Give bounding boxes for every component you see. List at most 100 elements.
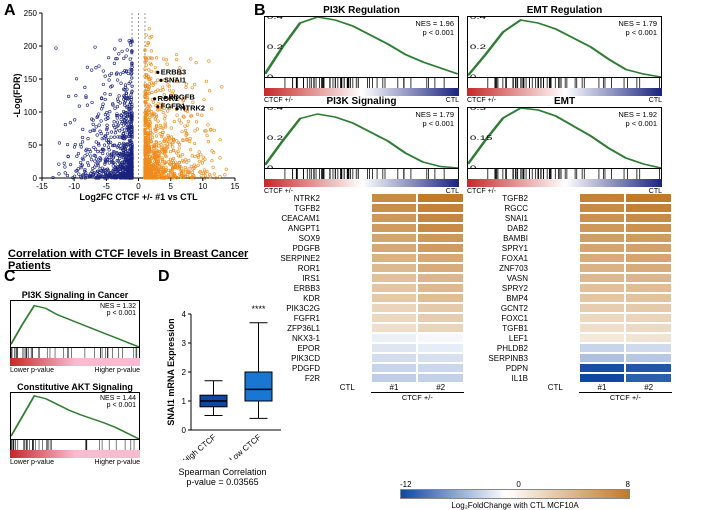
svg-text:0.15: 0.15 [470,135,493,142]
svg-text:0.3: 0.3 [470,108,486,111]
heatmap-cell [532,273,579,283]
heatmap-row: FGFR1 [264,313,464,323]
heatmap-cell [324,253,371,263]
heatmap-cell [625,253,672,263]
heatmap-cell [579,313,626,323]
heatmap-row: NKX3-1 [264,333,464,343]
heatmap-row: SPRY2 [472,283,672,293]
svg-text:Low CTCF: Low CTCF [228,433,263,460]
svg-text:0: 0 [470,165,476,168]
heatmap-cell [324,313,371,323]
svg-text:NTRK2: NTRK2 [180,104,205,113]
svg-text:3: 3 [182,339,187,348]
heatmap-row: BMP4 [472,293,672,303]
heatmap-cell [532,373,579,383]
svg-text:0: 0 [136,182,141,191]
gsea-stats: NES = 1.92p < 0.001 [618,110,657,128]
svg-text:10: 10 [198,182,207,191]
heatmap-grid: NTRK2TGFB2CEACAM1ANGPT1SOX9PDGFBSERPINE2… [260,189,700,402]
gene-label: LEF1 [472,334,532,343]
gene-label: ZNF703 [472,264,532,273]
svg-text:0.2: 0.2 [267,135,283,142]
heatmap-cell [417,323,464,333]
heatmap-row: TGFB1 [472,323,672,333]
heatmap-cell [532,213,579,223]
colorbar-gradient [400,489,630,499]
heatmap: NTRK2TGFB2CEACAM1ANGPT1SOX9PDGFBSERPINE2… [264,193,464,402]
heatmap-cell [371,233,418,243]
heatmap-row: SERPINB3 [472,353,672,363]
svg-text:-5: -5 [103,182,111,191]
gene-label: RGCC [472,204,532,213]
svg-text:250: 250 [24,9,38,18]
svg-text:200: 200 [24,42,38,51]
heatmap-cell [371,353,418,363]
heatmap-cell [625,223,672,233]
heatmap-cell [625,303,672,313]
heatmap-cell [417,263,464,273]
gene-label: IRS1 [264,274,324,283]
heatmap-cell [371,333,418,343]
gsea-stats: NES = 1.79p < 0.001 [618,19,657,37]
heatmap-cell [324,203,371,213]
gene-label: GCNT2 [472,304,532,313]
heatmap-cell [417,333,464,343]
gsea-plot: PI3K Regulation00.20.4NES = 1.96p < 0.00… [264,5,459,90]
colorbar-label: Log₂FoldChange with CTL MCF10A [400,501,630,510]
heatmap-cell [579,243,626,253]
heatmap-row: FOXA1 [472,253,672,263]
gene-label: BMP4 [472,294,532,303]
svg-text:SNAI1: SNAI1 [164,75,186,84]
heatmap-cell [417,343,464,353]
svg-text:0.2: 0.2 [267,44,283,51]
heatmap-row: LEF1 [472,333,672,343]
heatmap-row: SOX9 [264,233,464,243]
heatmap-row: IRS1 [264,273,464,283]
gsea-title: PI3K Signaling [264,96,459,107]
svg-text:0: 0 [182,426,187,435]
heatmap-cell [324,353,371,363]
panel-d: 01234High CTCFLow CTCF****SNAI1 mRNA Exp… [165,300,280,487]
heatmap-cell [417,253,464,263]
heatmap-cell [625,323,672,333]
gene-label: SPRY2 [472,284,532,293]
heatmap-cell [579,353,626,363]
heatmap-cell [371,283,418,293]
heatmap-cell [324,333,371,343]
heatmap-cell [532,313,579,323]
heatmap-row: RGCC [472,203,672,213]
gene-label: ERBB3 [264,284,324,293]
gsea-title: Constitutive AKT Signaling [10,382,140,392]
volcano-svg: -15-10-5051015050100150200250ERBB3SNAI1R… [10,8,240,203]
heatmap-cell [324,343,371,353]
heatmap-cell [532,193,579,203]
heatmap-row: SPRY1 [472,243,672,253]
svg-text:High CTCF: High CTCF [181,433,218,460]
heatmap-row: KDR [264,293,464,303]
heatmap-cell [532,283,579,293]
heatmap-cell [417,273,464,283]
gsea-title: EMT [467,96,662,107]
heatmap-row: ROR1 [264,263,464,273]
heatmap-cell [371,203,418,213]
heatmap-cell [532,233,579,243]
gene-label: FOXA1 [472,254,532,263]
heatmap-cell [371,313,418,323]
svg-text:Log2FC CTCF +/- #1 vs CTL: Log2FC CTCF +/- #1 vs CTL [79,192,198,202]
gene-label: FOXC1 [472,314,532,323]
heatmap-cell [579,273,626,283]
heatmap-cell [625,213,672,223]
heatmap-cell [324,243,371,253]
heatmap-cell [625,293,672,303]
heatmap-cell [417,223,464,233]
heatmap-cell [579,253,626,263]
heatmap-cell [532,353,579,363]
panel-b: PI3K Regulation00.20.4NES = 1.96p < 0.00… [260,5,700,402]
svg-text:PDGFB: PDGFB [169,92,196,101]
gene-label: SNAI1 [472,214,532,223]
heatmap-cell [371,343,418,353]
heatmap-cell [579,193,626,203]
heatmap-cell [579,323,626,333]
heatmap-row: ZFP36L1 [264,323,464,333]
gsea-plot: EMT Regulation00.20.4NES = 1.79p < 0.001… [467,5,662,90]
